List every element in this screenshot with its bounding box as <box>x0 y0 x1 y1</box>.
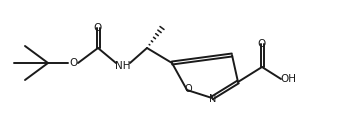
Text: O: O <box>69 58 77 68</box>
Text: NH: NH <box>115 61 131 71</box>
Text: OH: OH <box>280 74 296 84</box>
Text: O: O <box>258 39 266 49</box>
Text: N: N <box>209 94 217 104</box>
Text: O: O <box>184 84 192 94</box>
Text: O: O <box>94 23 102 33</box>
